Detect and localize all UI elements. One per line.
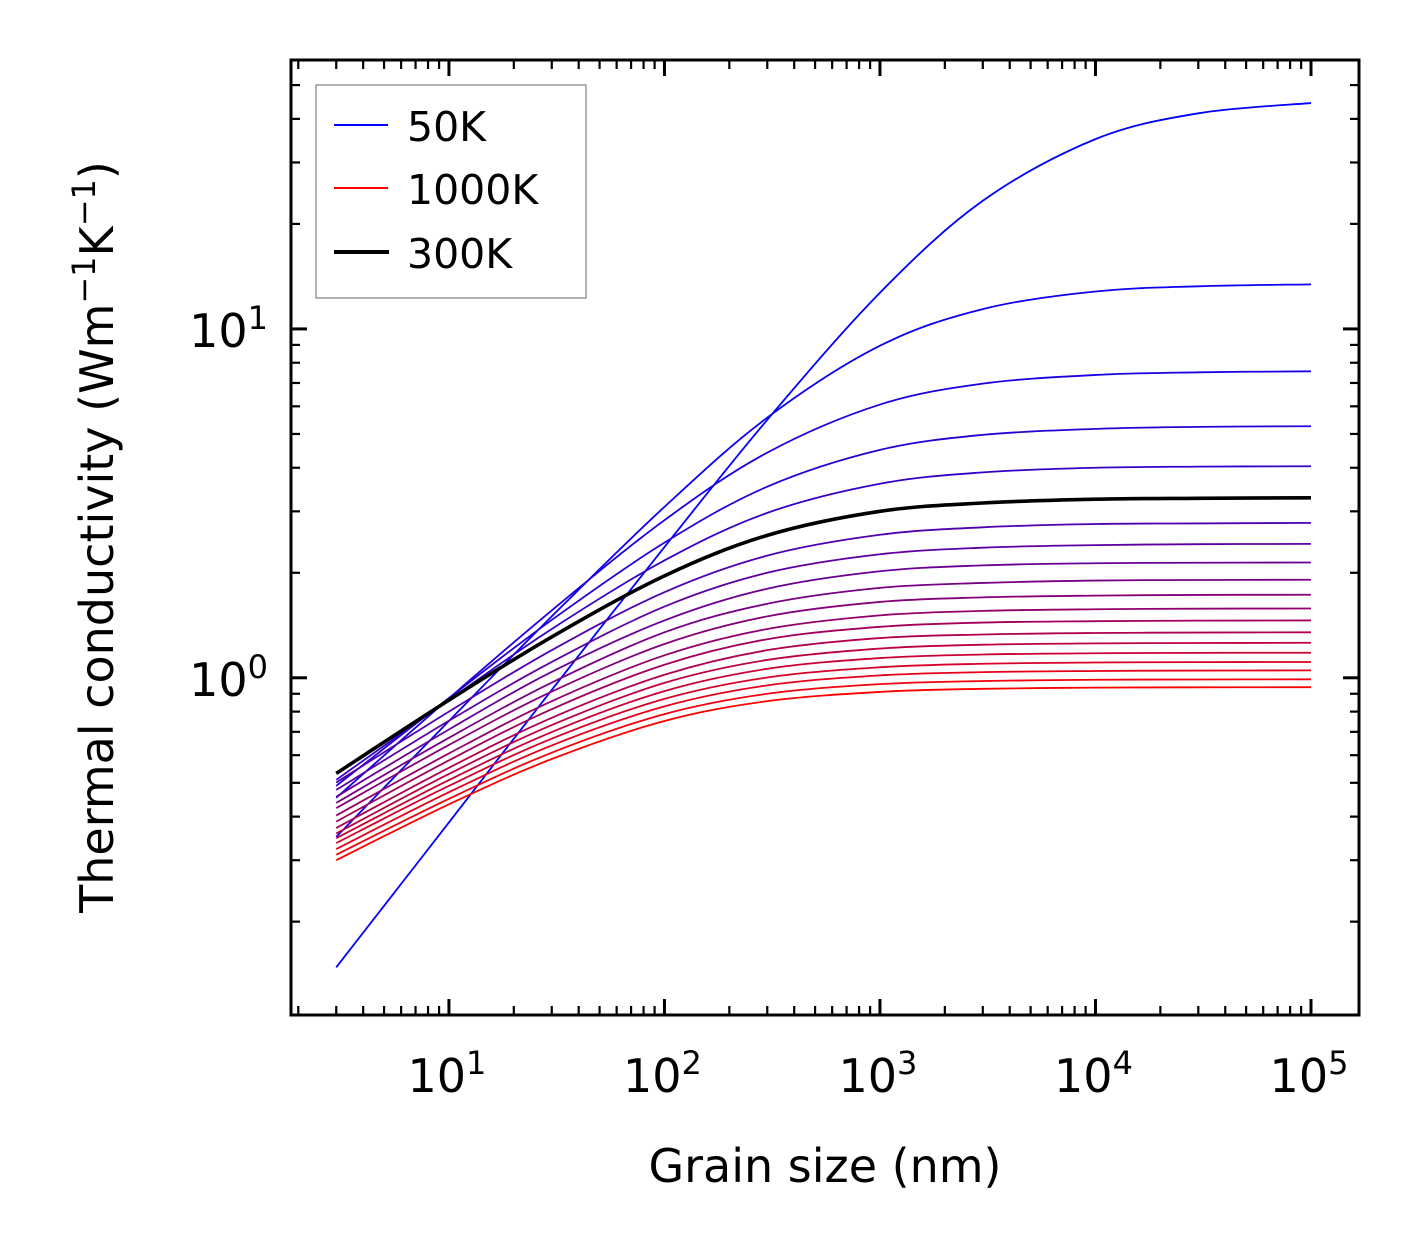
series-line-350k: [335, 521, 1312, 784]
x-tick-label: 105: [1270, 1044, 1349, 1103]
series-line-750k: [335, 641, 1312, 835]
x-tick-label: 102: [623, 1044, 702, 1103]
x-tick-label: 104: [1054, 1044, 1133, 1103]
y-tick-labels: 100 101: [189, 299, 268, 707]
series-line-500k: [335, 578, 1312, 804]
series-line-150k: [335, 370, 1312, 799]
legend: 50K 1000K 300K: [315, 84, 587, 299]
series-line-300k: [335, 496, 1312, 775]
axes-frame: [289, 58, 1361, 1017]
legend-label-50k: 50K: [407, 103, 487, 151]
series-line-700k: [335, 631, 1312, 829]
series-line-1000k: [335, 686, 1312, 862]
series-line-600k: [335, 607, 1312, 817]
plot-area: [335, 102, 1312, 968]
legend-label-300k: 300K: [407, 230, 513, 278]
series-line-800k: [335, 651, 1312, 839]
series-line-900k: [335, 669, 1312, 850]
series-line-450k: [335, 561, 1312, 798]
series-line-950k: [335, 678, 1312, 856]
series-line-650k: [335, 619, 1312, 823]
series-line-50k: [335, 102, 1312, 968]
legend-box: [315, 84, 587, 299]
series-line-400k: [335, 542, 1312, 791]
x-tick-label: 101: [407, 1044, 486, 1103]
y-tick-label: 101: [189, 299, 268, 358]
y-axis-label-end: ): [70, 161, 124, 179]
series-line-100k: [335, 283, 1312, 838]
x-tick-labels: 101 102 103 104 105: [407, 1044, 1348, 1103]
y-axis-label-mid: K: [70, 224, 124, 256]
x-tick-label: 103: [839, 1044, 918, 1103]
legend-label-1000k: 1000K: [407, 166, 539, 214]
y-axis-label-sup2: −1: [65, 179, 103, 226]
series-line-850k: [335, 661, 1312, 844]
series-line-300k-highlight: [335, 496, 1312, 775]
y-tick-label: 100: [189, 648, 268, 707]
series-line-250k: [335, 465, 1312, 781]
x-axis-label: Grain size (nm): [649, 1139, 1002, 1193]
y-axis-label: Thermal conductivity (Wm−1K−1): [65, 161, 124, 914]
series-line-200k: [335, 425, 1312, 787]
series-line-550k: [335, 593, 1312, 809]
y-axis-label-base: Thermal conductivity (Wm: [70, 304, 124, 914]
y-axis-label-sup1: −1: [65, 256, 103, 303]
